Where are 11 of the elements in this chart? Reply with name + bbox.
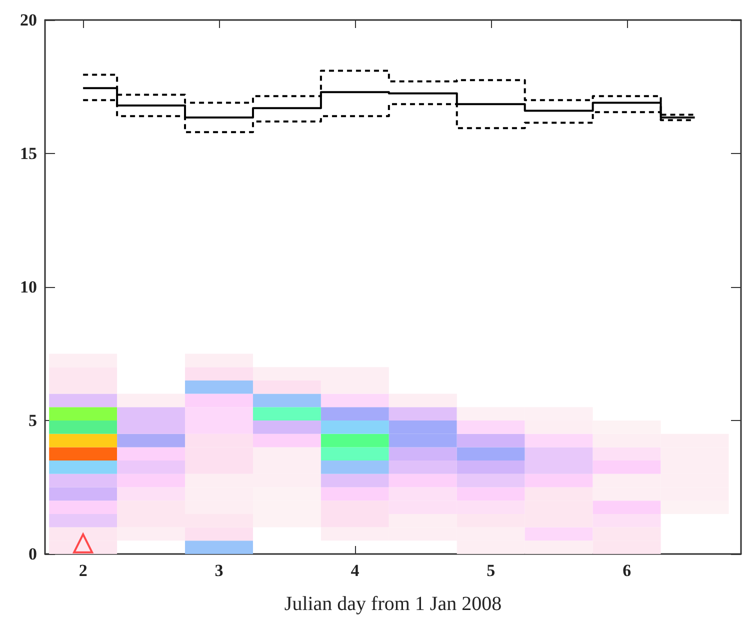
x-axis-title: Julian day from 1 Jan 2008 bbox=[284, 593, 502, 615]
y-tick-label: 10 bbox=[20, 278, 37, 296]
y-tick-label: 5 bbox=[28, 411, 37, 430]
x-tick-label: 5 bbox=[486, 561, 496, 580]
y-tick-label: 20 bbox=[20, 10, 37, 30]
x-tick-label: 6 bbox=[622, 561, 632, 580]
y-tick-label: 15 bbox=[20, 144, 37, 163]
x-tick-label: 3 bbox=[214, 561, 224, 580]
x-tick-label: 2 bbox=[78, 561, 88, 580]
y-tick-label: 0 bbox=[28, 544, 37, 564]
x-tick-label: 4 bbox=[350, 561, 360, 580]
